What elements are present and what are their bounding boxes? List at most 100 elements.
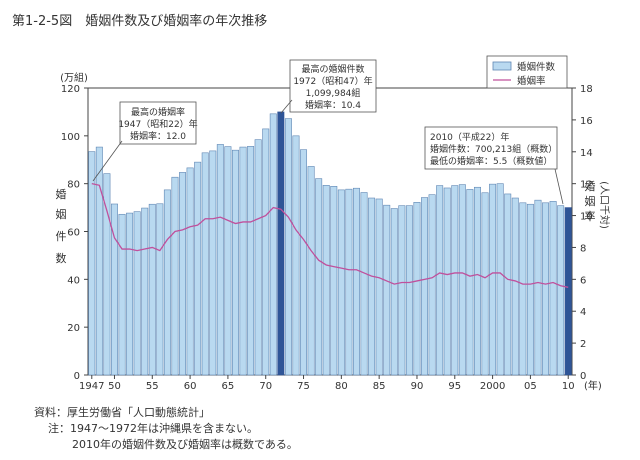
x-tick-label: 60 bbox=[184, 381, 197, 392]
bar-2001 bbox=[496, 183, 504, 376]
annotation-latest-box bbox=[424, 126, 558, 170]
left-tick-label: 40 bbox=[67, 275, 80, 286]
bar-1963 bbox=[209, 150, 217, 376]
bar-1992 bbox=[428, 194, 436, 376]
bar-1993 bbox=[436, 185, 444, 376]
bar-1997 bbox=[466, 189, 474, 376]
bar-1956 bbox=[156, 203, 164, 376]
legend-box bbox=[486, 55, 568, 89]
bar-1947 bbox=[88, 151, 96, 376]
bar-1991 bbox=[421, 197, 429, 376]
bar-1996 bbox=[458, 184, 466, 376]
x-tick-label: 70 bbox=[259, 381, 272, 392]
right-axis-label-char-2: 姻 bbox=[585, 194, 596, 208]
left-axis-label-char-2: 姻 bbox=[56, 207, 67, 221]
bar-1979 bbox=[330, 186, 338, 376]
bar-1972 bbox=[277, 111, 285, 376]
bar-1949 bbox=[103, 173, 111, 376]
marriage-chart: 0 20 40 60 80 100 120 0 2 4 6 8 10 12 14 16 18 1947 50 55… bbox=[56, 55, 611, 392]
annotation-peak-count-line4: 婚姻率：10.4 bbox=[305, 99, 361, 111]
right-tick-label: 14 bbox=[580, 148, 593, 159]
right-tick-label: 16 bbox=[580, 116, 593, 127]
count-bars bbox=[88, 111, 572, 376]
bar-1989 bbox=[405, 205, 413, 376]
annotation-latest-line2: 婚姻件数：700,213組（概数） bbox=[430, 143, 557, 155]
bar-1970 bbox=[262, 128, 270, 376]
x-tick-label: 1947 bbox=[79, 381, 104, 392]
left-axis-label-char-3: 件 bbox=[56, 230, 67, 243]
legend-line-label: 婚姻率 bbox=[517, 75, 546, 87]
bar-1968 bbox=[247, 146, 255, 376]
x-tick-label: 05 bbox=[524, 381, 537, 392]
x-tick-label: 65 bbox=[222, 381, 235, 392]
left-axis-label-char-1: 婚 bbox=[56, 187, 67, 201]
legend-bar-swatch bbox=[492, 61, 512, 71]
annotation-peak-count-line1: 最高の婚姻件数 bbox=[301, 63, 364, 75]
left-axis-ticks: 0 20 40 60 80 100 120 bbox=[61, 84, 88, 382]
annotation-peak-rate-box bbox=[119, 101, 197, 145]
bar-1962 bbox=[201, 152, 209, 376]
bar-1957 bbox=[163, 189, 171, 376]
bar-1999 bbox=[481, 192, 489, 376]
bar-1986 bbox=[383, 204, 391, 376]
bar-1980 bbox=[337, 189, 345, 376]
x-tick-label: 10 bbox=[562, 381, 575, 392]
right-tick-label: 4 bbox=[580, 307, 586, 318]
left-tick-label: 0 bbox=[74, 371, 80, 382]
x-axis-ticks: 1947 50 55 60 65 70 75 80 85 90 95 2000 05 10 bbox=[79, 375, 575, 392]
annotation-latest-line1: 2010（平成22）年 bbox=[430, 131, 509, 143]
bar-2000 bbox=[489, 183, 497, 376]
bar-1981 bbox=[345, 188, 353, 376]
bar-2003 bbox=[511, 197, 519, 376]
x-tick-label: 80 bbox=[335, 381, 348, 392]
right-tick-label: 18 bbox=[580, 84, 593, 95]
x-tick-label: 85 bbox=[373, 381, 386, 392]
bar-1952 bbox=[126, 212, 134, 376]
annotation-peak-rate-pointer bbox=[92, 140, 123, 182]
bar-1960 bbox=[186, 167, 194, 376]
annotation-latest: 2010（平成22）年 婚姻件数：700,213組（概数） 最低の婚姻率：5.5… bbox=[424, 126, 564, 205]
right-tick-label: 6 bbox=[580, 275, 586, 286]
left-tick-label: 20 bbox=[67, 323, 80, 334]
right-axis-label-char-3: 率 bbox=[585, 209, 596, 223]
bar-1990 bbox=[413, 202, 421, 376]
annotation-peak-rate-line1: 最高の婚姻率 bbox=[131, 106, 185, 118]
right-tick-label: 10 bbox=[580, 212, 593, 223]
bar-1983 bbox=[360, 192, 368, 376]
bar-1973 bbox=[284, 118, 292, 376]
annotation-latest-pointer bbox=[554, 168, 564, 205]
note-1: 注：1947〜1972年は沖縄県を含まない。 bbox=[48, 422, 258, 435]
right-axis-ticks: 0 2 4 6 8 10 12 14 16 18 bbox=[572, 84, 593, 382]
bar-2002 bbox=[504, 193, 512, 376]
right-tick-label: 8 bbox=[580, 243, 586, 254]
note-2: 2010年の婚姻件数及び婚姻率は概数である。 bbox=[72, 438, 298, 451]
bar-2006 bbox=[534, 199, 542, 376]
bar-1984 bbox=[368, 197, 376, 376]
x-axis-unit: (年) bbox=[584, 379, 602, 392]
annotation-peak-count-line3: 1,099,984組 bbox=[306, 87, 361, 99]
left-tick-label: 60 bbox=[67, 228, 80, 239]
right-axis-label-char-1: 婚 bbox=[585, 179, 596, 193]
bar-2007 bbox=[542, 202, 550, 376]
bar-1959 bbox=[179, 172, 187, 376]
bar-1978 bbox=[322, 185, 330, 376]
bar-1995 bbox=[451, 185, 459, 376]
bar-1982 bbox=[352, 187, 360, 376]
rate-line-group bbox=[91, 183, 569, 288]
bar-1985 bbox=[375, 198, 383, 376]
bar-1965 bbox=[224, 146, 232, 376]
x-tick-label: 90 bbox=[411, 381, 424, 392]
x-tick-label: 95 bbox=[448, 381, 461, 392]
left-axis-unit: (万組) bbox=[60, 71, 88, 84]
bar-1953 bbox=[133, 211, 141, 376]
left-tick-label: 80 bbox=[67, 180, 80, 191]
left-tick-label: 120 bbox=[61, 84, 80, 95]
annotation-peak-count-line2: 1972（昭和47）年 bbox=[293, 75, 372, 87]
annotation-peak-rate-line2: 1947（昭和22）年 bbox=[118, 118, 197, 130]
rate-line bbox=[91, 183, 569, 288]
annotation-peak-count: 最高の婚姻件数 1972（昭和47）年 1,099,984組 婚姻率：10.4 bbox=[280, 59, 377, 114]
bar-1975 bbox=[300, 149, 308, 376]
source-note: 資料：厚生労働省「人口動態統計」 bbox=[34, 406, 210, 419]
bar-1987 bbox=[390, 208, 398, 376]
bar-1964 bbox=[216, 144, 224, 376]
